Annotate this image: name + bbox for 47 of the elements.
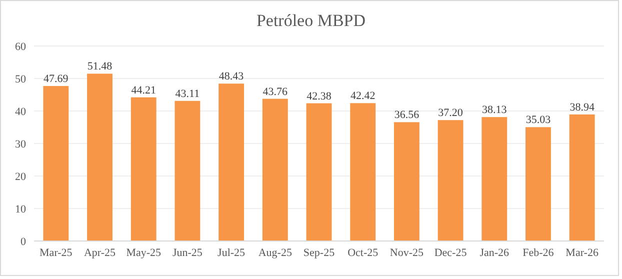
y-tick-label: 50 — [15, 73, 26, 86]
y-tick-label: 60 — [15, 40, 26, 53]
chart-title: Petróleo MBPD — [256, 11, 366, 30]
x-tick-label: Mar-26 — [566, 247, 599, 259]
data-label: 44.21 — [131, 84, 156, 96]
data-label: 42.42 — [350, 90, 376, 102]
data-label: 38.13 — [482, 104, 508, 116]
y-tick-label: 30 — [15, 138, 26, 150]
y-tick-label: 10 — [15, 203, 26, 216]
data-label: 42.38 — [306, 90, 332, 102]
data-label: 37.20 — [438, 107, 464, 120]
data-label: 43.11 — [175, 88, 200, 100]
x-tick-label: Jun-25 — [172, 247, 203, 259]
x-tick-label: Apr-25 — [84, 247, 116, 259]
x-tick-label: May-25 — [126, 247, 162, 259]
x-tick-label: Sep-25 — [303, 247, 336, 259]
data-label: 35.03 — [526, 114, 552, 126]
bar — [87, 74, 112, 241]
x-tick-label: Dec-25 — [434, 247, 468, 259]
data-label: 36.56 — [394, 109, 420, 122]
x-tick-label: Mar-25 — [40, 247, 73, 259]
bar — [350, 103, 376, 241]
data-label: 43.76 — [262, 86, 288, 98]
bar — [306, 103, 332, 241]
bar — [262, 98, 288, 241]
data-label: 47.69 — [44, 73, 69, 86]
x-tick-label: Aug-25 — [258, 247, 292, 259]
y-tick-label: 40 — [15, 106, 26, 118]
bar — [438, 120, 464, 241]
data-label: 51.48 — [87, 60, 113, 73]
x-tick-label: Feb-26 — [522, 247, 554, 259]
bar — [218, 84, 244, 241]
bar — [43, 86, 69, 241]
y-tick-label: 0 — [20, 236, 26, 248]
data-label: 48.43 — [218, 70, 244, 83]
bar — [174, 100, 200, 241]
x-tick-label: Nov-25 — [390, 247, 424, 259]
bar — [569, 114, 595, 241]
x-tick-label: Oct-25 — [348, 247, 379, 259]
x-tick-label: Jul-25 — [218, 247, 246, 259]
bar — [394, 122, 420, 241]
bar — [526, 127, 551, 241]
y-tick-label: 20 — [15, 170, 26, 183]
bar — [130, 97, 156, 241]
bar — [482, 117, 508, 241]
data-label: 38.94 — [570, 101, 595, 114]
x-tick-label: Jan-26 — [480, 247, 510, 259]
